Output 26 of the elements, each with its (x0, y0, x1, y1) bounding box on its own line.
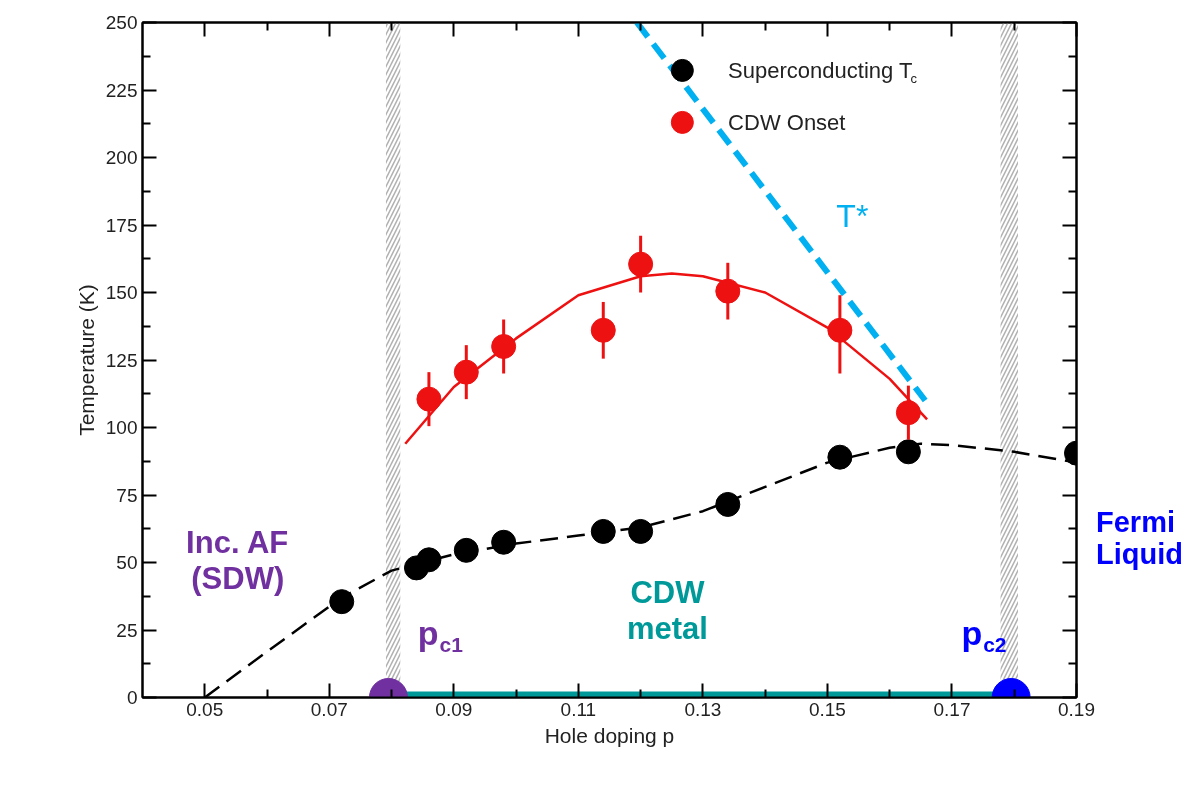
y-tick-label: 25 (116, 619, 138, 641)
annotation: CDW metal (626, 574, 708, 647)
y-tick-label: 100 (105, 417, 138, 438)
y-tick-label: 200 (105, 147, 138, 168)
y-tick-label: 0 (126, 687, 138, 708)
y-tick-label: 125 (105, 349, 138, 371)
x-tick-label: 0.05 (186, 698, 224, 720)
x-axis-title: Hole doping p (544, 723, 675, 747)
x-tick-label: 0.15 (808, 698, 846, 720)
y-tick-label: 50 (116, 552, 138, 573)
y-tick-label: 150 (105, 282, 138, 303)
x-tick-label: 0.09 (435, 698, 473, 720)
y-tick-label: 175 (105, 214, 138, 236)
x-tick-label: 0.07 (310, 698, 348, 720)
x-tick-label: 0.11 (560, 698, 597, 720)
y-tick-label: 75 (116, 484, 138, 506)
x-tick-label: 0.17 (933, 698, 971, 720)
y-tick-label: 225 (105, 79, 138, 101)
legend-label: CDW Onset (728, 109, 846, 135)
y-tick-label: 250 (105, 12, 138, 33)
y-axis-title: Temperature (K) (74, 284, 98, 436)
text: Fermi Liquid (1096, 506, 1183, 571)
annotation: Inc. AF (SDW) (186, 524, 289, 597)
x-tick-label: 0.13 (684, 698, 722, 720)
annotation: T* (836, 197, 869, 234)
x-tick-label: 0.19 (1058, 698, 1095, 720)
